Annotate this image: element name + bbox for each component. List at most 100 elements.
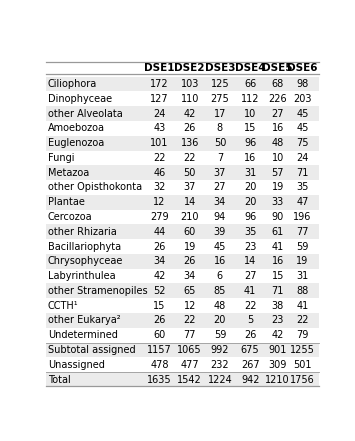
Text: 16: 16 xyxy=(272,123,284,133)
Text: 19: 19 xyxy=(272,183,284,192)
Bar xyxy=(46,106,319,121)
Text: 33: 33 xyxy=(272,197,284,207)
Text: Ciliophora: Ciliophora xyxy=(48,79,97,89)
Text: 127: 127 xyxy=(150,94,169,104)
Bar xyxy=(46,136,319,150)
Bar xyxy=(46,239,319,254)
Text: DSE5: DSE5 xyxy=(262,63,293,72)
Text: 48: 48 xyxy=(214,301,226,310)
Text: 10: 10 xyxy=(244,108,256,119)
Text: 24: 24 xyxy=(296,153,308,163)
Text: 59: 59 xyxy=(296,242,308,251)
Bar xyxy=(46,180,319,195)
Text: 42: 42 xyxy=(153,271,165,281)
Text: 22: 22 xyxy=(184,153,196,163)
Text: 16: 16 xyxy=(214,256,226,266)
Text: 61: 61 xyxy=(272,227,284,237)
Text: 232: 232 xyxy=(211,360,229,370)
Text: 50: 50 xyxy=(214,138,226,148)
Text: 1255: 1255 xyxy=(290,345,315,355)
Bar xyxy=(46,150,319,165)
Bar xyxy=(46,77,319,91)
Text: 901: 901 xyxy=(268,345,287,355)
Text: 203: 203 xyxy=(293,94,312,104)
Text: 101: 101 xyxy=(150,138,169,148)
Text: 279: 279 xyxy=(150,212,169,222)
Text: 42: 42 xyxy=(184,108,196,119)
Text: 26: 26 xyxy=(153,315,165,325)
Text: 59: 59 xyxy=(214,330,226,340)
Bar xyxy=(46,328,319,343)
Bar xyxy=(46,284,319,298)
Text: 71: 71 xyxy=(296,168,308,178)
Text: 39: 39 xyxy=(214,227,226,237)
Text: 68: 68 xyxy=(272,79,284,89)
Text: 15: 15 xyxy=(272,271,284,281)
Text: 41: 41 xyxy=(296,301,308,310)
Bar xyxy=(46,165,319,180)
Text: 309: 309 xyxy=(268,360,287,370)
Text: DSE1: DSE1 xyxy=(144,63,175,72)
Text: Fungi: Fungi xyxy=(48,153,75,163)
Text: 20: 20 xyxy=(244,183,256,192)
Bar xyxy=(46,298,319,313)
Text: 267: 267 xyxy=(241,360,260,370)
Text: Amoebozoa: Amoebozoa xyxy=(48,123,105,133)
Text: 992: 992 xyxy=(211,345,229,355)
Text: 23: 23 xyxy=(272,315,284,325)
Text: 34: 34 xyxy=(153,256,165,266)
Text: 27: 27 xyxy=(272,108,284,119)
Text: 112: 112 xyxy=(241,94,260,104)
Text: 478: 478 xyxy=(150,360,169,370)
Bar xyxy=(46,372,319,387)
Text: 125: 125 xyxy=(211,79,229,89)
Text: Chrysophyceae: Chrysophyceae xyxy=(48,256,123,266)
Text: 42: 42 xyxy=(272,330,284,340)
Text: 22: 22 xyxy=(153,153,166,163)
Text: 47: 47 xyxy=(296,197,308,207)
Bar xyxy=(46,224,319,239)
Text: 26: 26 xyxy=(153,242,165,251)
Bar xyxy=(46,91,319,106)
Text: 31: 31 xyxy=(244,168,256,178)
Text: 45: 45 xyxy=(296,123,308,133)
Text: DSE6: DSE6 xyxy=(287,63,318,72)
Text: 94: 94 xyxy=(214,212,226,222)
Text: Euglenozoa: Euglenozoa xyxy=(48,138,104,148)
Text: 15: 15 xyxy=(244,123,256,133)
Text: 22: 22 xyxy=(244,301,256,310)
Text: 26: 26 xyxy=(184,256,196,266)
Text: 32: 32 xyxy=(153,183,165,192)
Text: other Alveolata: other Alveolata xyxy=(48,108,123,119)
Text: 60: 60 xyxy=(153,330,165,340)
Text: 8: 8 xyxy=(217,123,223,133)
Text: 20: 20 xyxy=(244,197,256,207)
Text: 88: 88 xyxy=(296,286,308,296)
Text: 24: 24 xyxy=(153,108,165,119)
Text: DSE2: DSE2 xyxy=(174,63,205,72)
Bar xyxy=(46,343,319,357)
Text: 45: 45 xyxy=(214,242,226,251)
Text: 41: 41 xyxy=(272,242,284,251)
Text: 17: 17 xyxy=(214,108,226,119)
Text: 19: 19 xyxy=(296,256,308,266)
Text: 136: 136 xyxy=(180,138,199,148)
Text: 37: 37 xyxy=(214,168,226,178)
Text: CCTH¹: CCTH¹ xyxy=(48,301,78,310)
Text: other Opisthokonta: other Opisthokonta xyxy=(48,183,142,192)
Text: 48: 48 xyxy=(272,138,284,148)
Text: 1210: 1210 xyxy=(266,374,290,385)
Text: 66: 66 xyxy=(244,79,256,89)
Text: 77: 77 xyxy=(296,227,309,237)
Text: 26: 26 xyxy=(184,123,196,133)
Text: other Stramenopiles: other Stramenopiles xyxy=(48,286,148,296)
Text: 50: 50 xyxy=(184,168,196,178)
Text: 57: 57 xyxy=(272,168,284,178)
Text: Bacillariophyta: Bacillariophyta xyxy=(48,242,121,251)
Text: 5: 5 xyxy=(247,315,253,325)
Text: 77: 77 xyxy=(184,330,196,340)
Bar xyxy=(46,121,319,136)
Text: 103: 103 xyxy=(180,79,199,89)
Text: 501: 501 xyxy=(293,360,312,370)
Text: 85: 85 xyxy=(214,286,226,296)
